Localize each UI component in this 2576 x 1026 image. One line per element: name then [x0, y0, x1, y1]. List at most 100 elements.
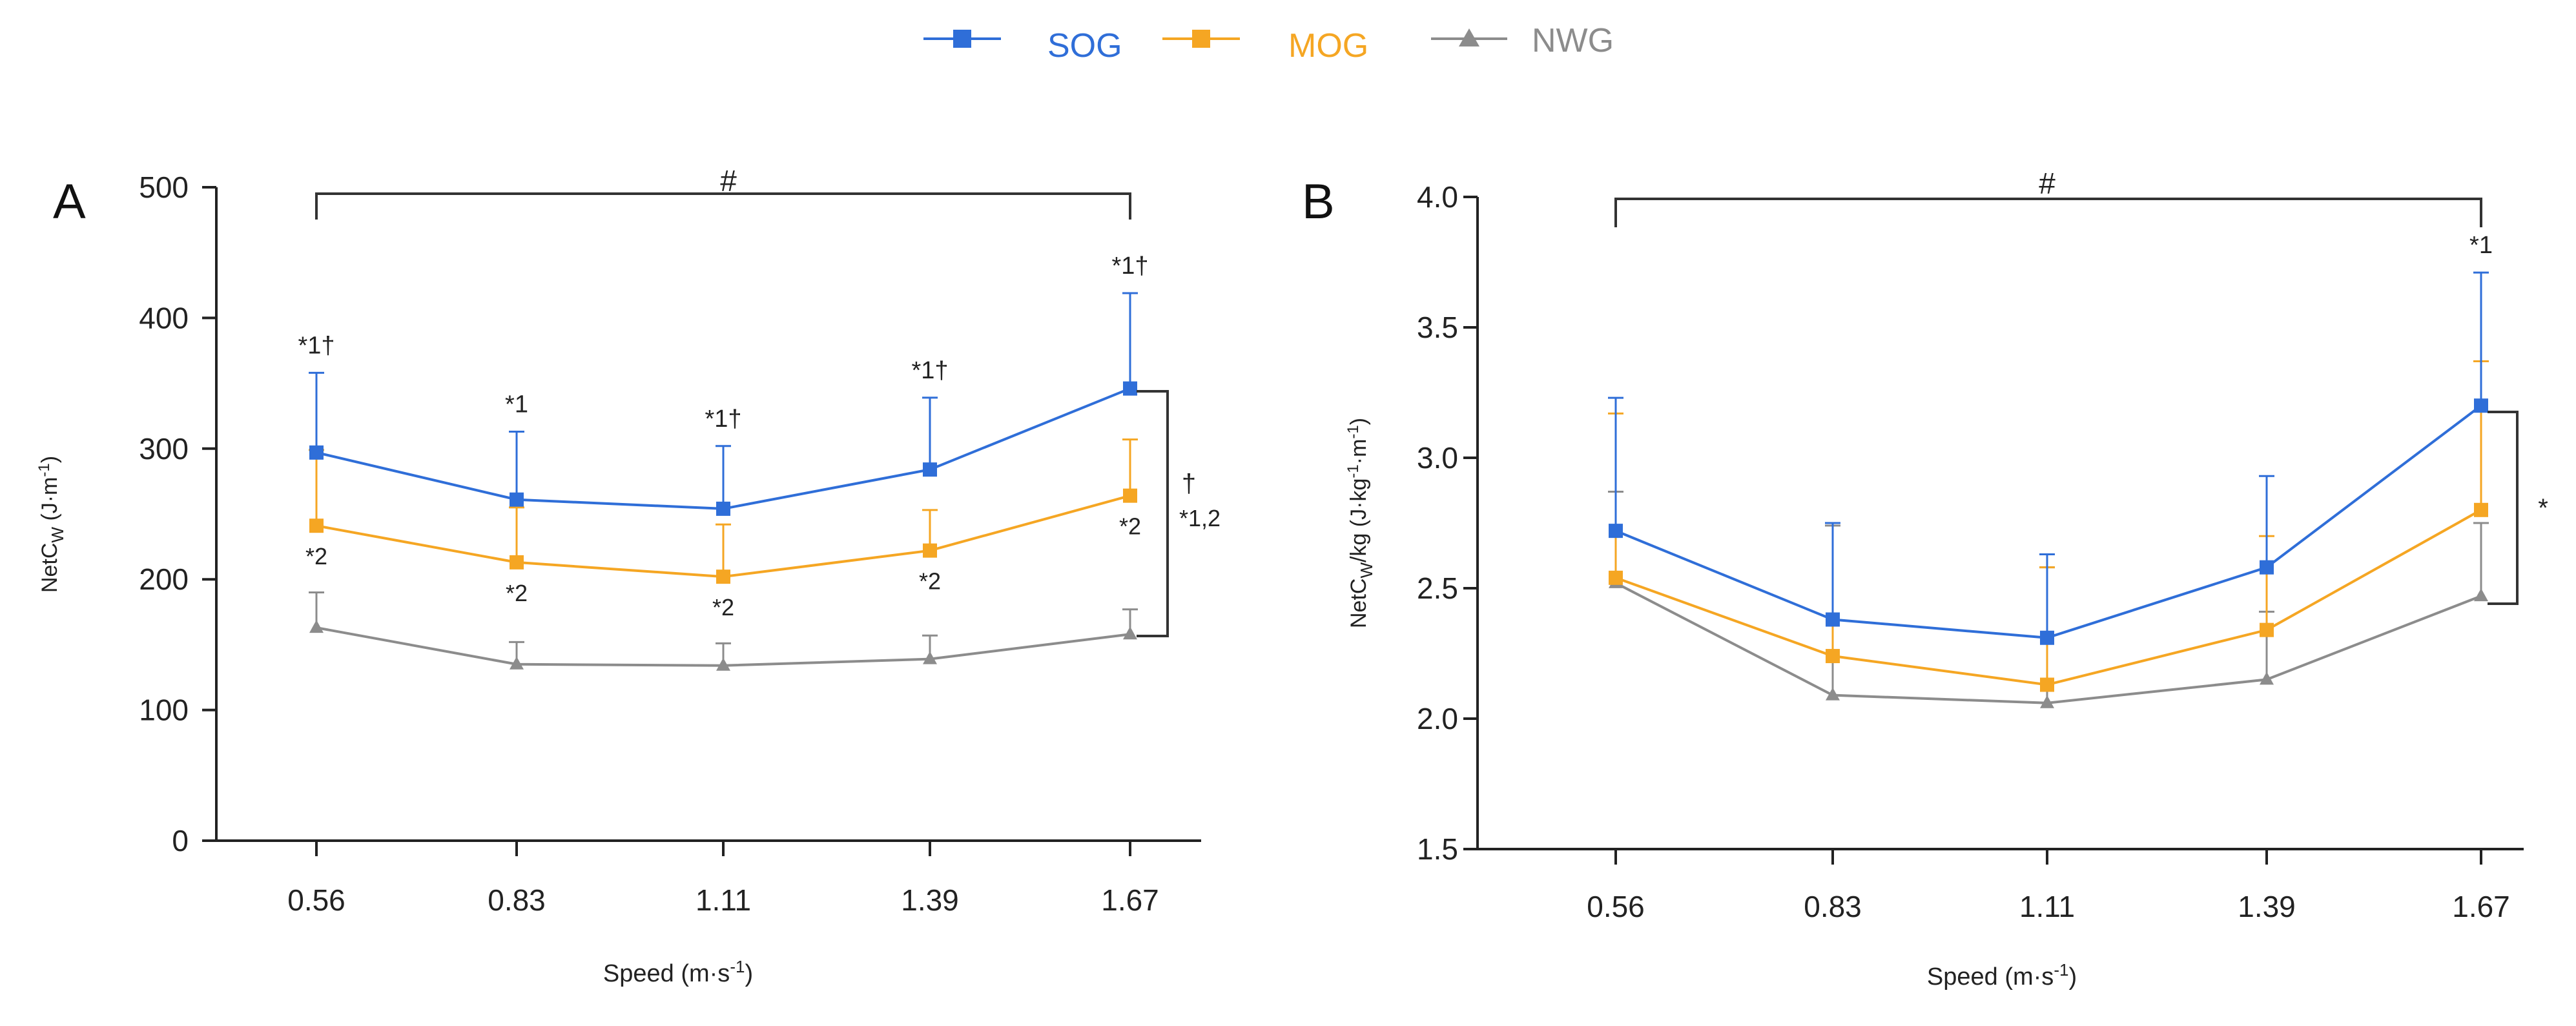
panel-a-x-label-main: Speed (m·s [603, 960, 730, 987]
panel-a-right-bracket-label2: *1,2 [1179, 505, 1221, 531]
panel-a-right-bracket [1137, 390, 1169, 637]
panel-a-series-sog [309, 292, 1138, 516]
panel-b-x-tick-label: 0.83 [1804, 890, 1862, 923]
panel-a-annotations: # † *1,2 *1† *1 *1† *1† *1† *2 *2 *2 *2 *2 [298, 164, 1221, 637]
panel-a-x-tick-label: 0.56 [287, 883, 345, 917]
panel-b-line-sog [1615, 404, 2482, 639]
panel-b-upper-label: *1 [2469, 232, 2493, 259]
panel-a-point-sog [1123, 381, 1137, 396]
legend-label-sog: SOG [1047, 27, 1122, 65]
panel-b-y-label-unit-mid: ·m [1346, 439, 1371, 465]
panel-b-y-tick-label: 2.0 [1417, 702, 1458, 735]
panel-a-point-mog [510, 555, 524, 569]
panel-a-x-label-end: ) [745, 960, 753, 987]
panel-b-x-tick-label: 1.39 [2238, 890, 2296, 923]
panel-a-y-label: NetCW (J·m-1) [36, 456, 67, 593]
panel-b-series-sog [1608, 271, 2489, 645]
panel-b-y-label-unit: /kg (J·kg [1346, 478, 1371, 562]
panel-a-right-bracket-label: † [1182, 469, 1196, 498]
panel-a-upper-label: *1† [1111, 252, 1148, 280]
panel-a-top-bracket-label: # [720, 164, 737, 198]
panel-a-y-label-unit: (J·m [37, 477, 62, 527]
panel-b-top-bracket-label: # [2039, 167, 2056, 200]
panel-a-point-nwg [923, 651, 937, 664]
panel-a-point-nwg [510, 656, 524, 670]
panel-a-y-label-unit-sup: -1 [36, 463, 53, 477]
panel-b-x-tick-label: 1.11 [2019, 890, 2075, 923]
panel-a-point-nwg [716, 657, 730, 671]
panel-a-x-tick-label: 1.67 [1101, 883, 1159, 917]
panel-a-point-sog [923, 462, 937, 477]
panel-b-point-sog [2474, 398, 2488, 413]
legend-marker-sog [953, 30, 971, 48]
panel-a-y-tick-label: 100 [139, 693, 189, 727]
panel-a-point-mog [923, 543, 937, 558]
legend-marker-mog [1192, 30, 1210, 48]
panel-a-point-sog [510, 492, 524, 507]
panel-a-y-tick-label: 400 [139, 301, 189, 334]
panel-a-x-tick-label: 1.11 [696, 883, 751, 917]
panel-b-x-label-sup: -1 [2054, 960, 2068, 980]
panel-b-y-label-unit-end: ) [1346, 418, 1371, 425]
panel-a-point-nwg [309, 620, 324, 633]
panel-b-x-tick-label: 1.67 [2452, 890, 2510, 923]
panel-a-lower-label: *2 [305, 543, 327, 569]
panel-a-lower-label: *2 [712, 594, 734, 621]
panel-b-y-label: NetCW/kg (J·kg-1·m-1) [1345, 418, 1376, 628]
panel-a-series-nwg [309, 591, 1138, 671]
panel-b-point-mog [2040, 677, 2054, 692]
panel-a-y-ticks: 0 100 200 300 400 500 [139, 170, 216, 857]
panel-b-point-nwg [2260, 672, 2274, 685]
panel-b-point-sog [1826, 612, 1840, 627]
panel-b-point-mog [2474, 502, 2488, 517]
panel-a-point-sog [309, 445, 324, 460]
panel-b-y-ticks: 1.5 2.0 2.5 3.0 3.5 4.0 [1417, 180, 1478, 866]
panel-b-line-mog [1615, 509, 2482, 686]
panel-a-point-sog [716, 501, 730, 516]
panel-b-x-label-end: ) [2068, 963, 2077, 990]
panel-b-top-bracket [1614, 198, 2482, 227]
panel-b-point-sog [2260, 560, 2274, 575]
panel-b-point-sog [2040, 630, 2054, 645]
panel-b-x-label: Speed (m·s-1) [1927, 960, 2077, 990]
legend: SOG MOG NWG [923, 22, 1614, 65]
panel-b-point-sog [1609, 524, 1623, 539]
panel-a-series [309, 292, 1138, 671]
panel-b-letter: B [1302, 174, 1335, 229]
panel-a-y-tick-label: 300 [139, 432, 189, 466]
legend-label-nwg: NWG [1532, 22, 1614, 59]
panel-b-y-tick-label: 3.5 [1417, 311, 1458, 344]
panel-b-point-nwg [1826, 687, 1840, 701]
panel-b: 1.52.02.53.03.54.0 0.56 0.83 1.11 1.39 1.67 … [1345, 167, 2548, 990]
legend-item-mog: MOG [1162, 27, 1368, 65]
panel-b-point-mog [1609, 570, 1623, 585]
legend-marker-nwg [1459, 28, 1479, 46]
panel-b-x-tick-label: 0.56 [1587, 890, 1645, 923]
panel-b-point-mog [1826, 649, 1840, 664]
panel-a-x-tick-label: 1.39 [901, 883, 959, 917]
panel-a-y-tick-label: 0 [172, 824, 189, 857]
panel-a-point-mog [716, 569, 730, 584]
panel-b-y-tick-label: 3.0 [1417, 441, 1458, 475]
panel-a-y-label-sub: W [48, 527, 67, 543]
panel-a-upper-label: *1† [911, 357, 948, 384]
panel-a-series-mog [309, 438, 1138, 584]
panel-b-x-ticks: 0.56 0.83 1.11 1.39 1.67 [1587, 849, 2510, 923]
panel-a-x-label-sup: -1 [730, 957, 745, 976]
panel-a-y-tick-label: 200 [139, 562, 189, 596]
panel-b-annotations: # * *1 [1614, 167, 2548, 605]
panel-b-y-tick-label: 2.5 [1417, 571, 1458, 605]
panel-b-y-label-sub: W [1357, 562, 1376, 579]
panel-b-x-label-main: Speed (m·s [1927, 963, 2054, 990]
panel-a-lower-label: *2 [919, 568, 941, 595]
panel-a-lower-label: *2 [1119, 513, 1141, 540]
panel-b-y-tick-label: 4.0 [1417, 180, 1458, 214]
panel-a-letter: A [53, 174, 86, 229]
panel-b-y-tick-label: 1.5 [1417, 832, 1458, 866]
panel-b-point-nwg [2040, 695, 2054, 708]
panel-a: 0 100 200 300 400 500 0.56 0.83 1.11 1.39 1.67 # … [36, 164, 1221, 987]
panel-b-series-nwg [1608, 491, 2489, 708]
panel-a-y-label-main: NetC [37, 543, 62, 593]
